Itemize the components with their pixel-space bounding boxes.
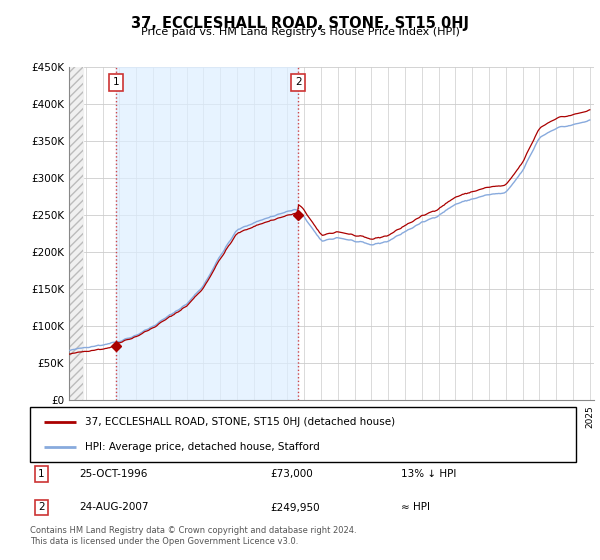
Text: HPI: Average price, detached house, Stafford: HPI: Average price, detached house, Staf… xyxy=(85,442,319,452)
Bar xyxy=(69,67,83,400)
Bar xyxy=(116,67,298,400)
Text: 2: 2 xyxy=(38,502,45,512)
Text: 37, ECCLESHALL ROAD, STONE, ST15 0HJ: 37, ECCLESHALL ROAD, STONE, ST15 0HJ xyxy=(131,16,469,31)
Text: 1: 1 xyxy=(38,469,45,479)
Text: 1: 1 xyxy=(113,77,119,87)
Text: Contains HM Land Registry data © Crown copyright and database right 2024.
This d: Contains HM Land Registry data © Crown c… xyxy=(30,526,356,546)
FancyBboxPatch shape xyxy=(30,407,576,462)
Text: 24-AUG-2007: 24-AUG-2007 xyxy=(79,502,149,512)
Text: 25-OCT-1996: 25-OCT-1996 xyxy=(79,469,148,479)
Text: 13% ↓ HPI: 13% ↓ HPI xyxy=(401,469,457,479)
Text: ≈ HPI: ≈ HPI xyxy=(401,502,430,512)
Text: Price paid vs. HM Land Registry's House Price Index (HPI): Price paid vs. HM Land Registry's House … xyxy=(140,27,460,37)
Text: £73,000: £73,000 xyxy=(270,469,313,479)
Text: 2: 2 xyxy=(295,77,302,87)
Bar xyxy=(69,67,83,400)
Text: 37, ECCLESHALL ROAD, STONE, ST15 0HJ (detached house): 37, ECCLESHALL ROAD, STONE, ST15 0HJ (de… xyxy=(85,417,395,427)
Text: £249,950: £249,950 xyxy=(270,502,320,512)
